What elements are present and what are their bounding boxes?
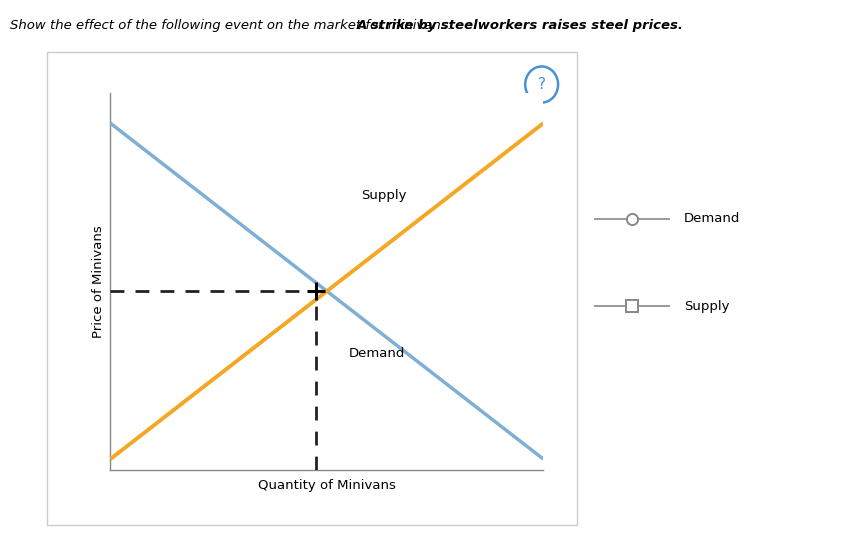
Text: Demand: Demand bbox=[349, 347, 405, 360]
Y-axis label: Price of Minivans: Price of Minivans bbox=[92, 225, 104, 338]
Text: ?: ? bbox=[537, 77, 546, 92]
Text: A strike by steelworkers raises steel prices.: A strike by steelworkers raises steel pr… bbox=[357, 19, 684, 32]
X-axis label: Quantity of Minivans: Quantity of Minivans bbox=[258, 479, 396, 492]
Text: Show the effect of the following event on the market for minivans:: Show the effect of the following event o… bbox=[10, 19, 457, 32]
Text: Demand: Demand bbox=[684, 212, 740, 225]
Text: Supply: Supply bbox=[684, 300, 729, 313]
Text: Supply: Supply bbox=[362, 189, 407, 202]
